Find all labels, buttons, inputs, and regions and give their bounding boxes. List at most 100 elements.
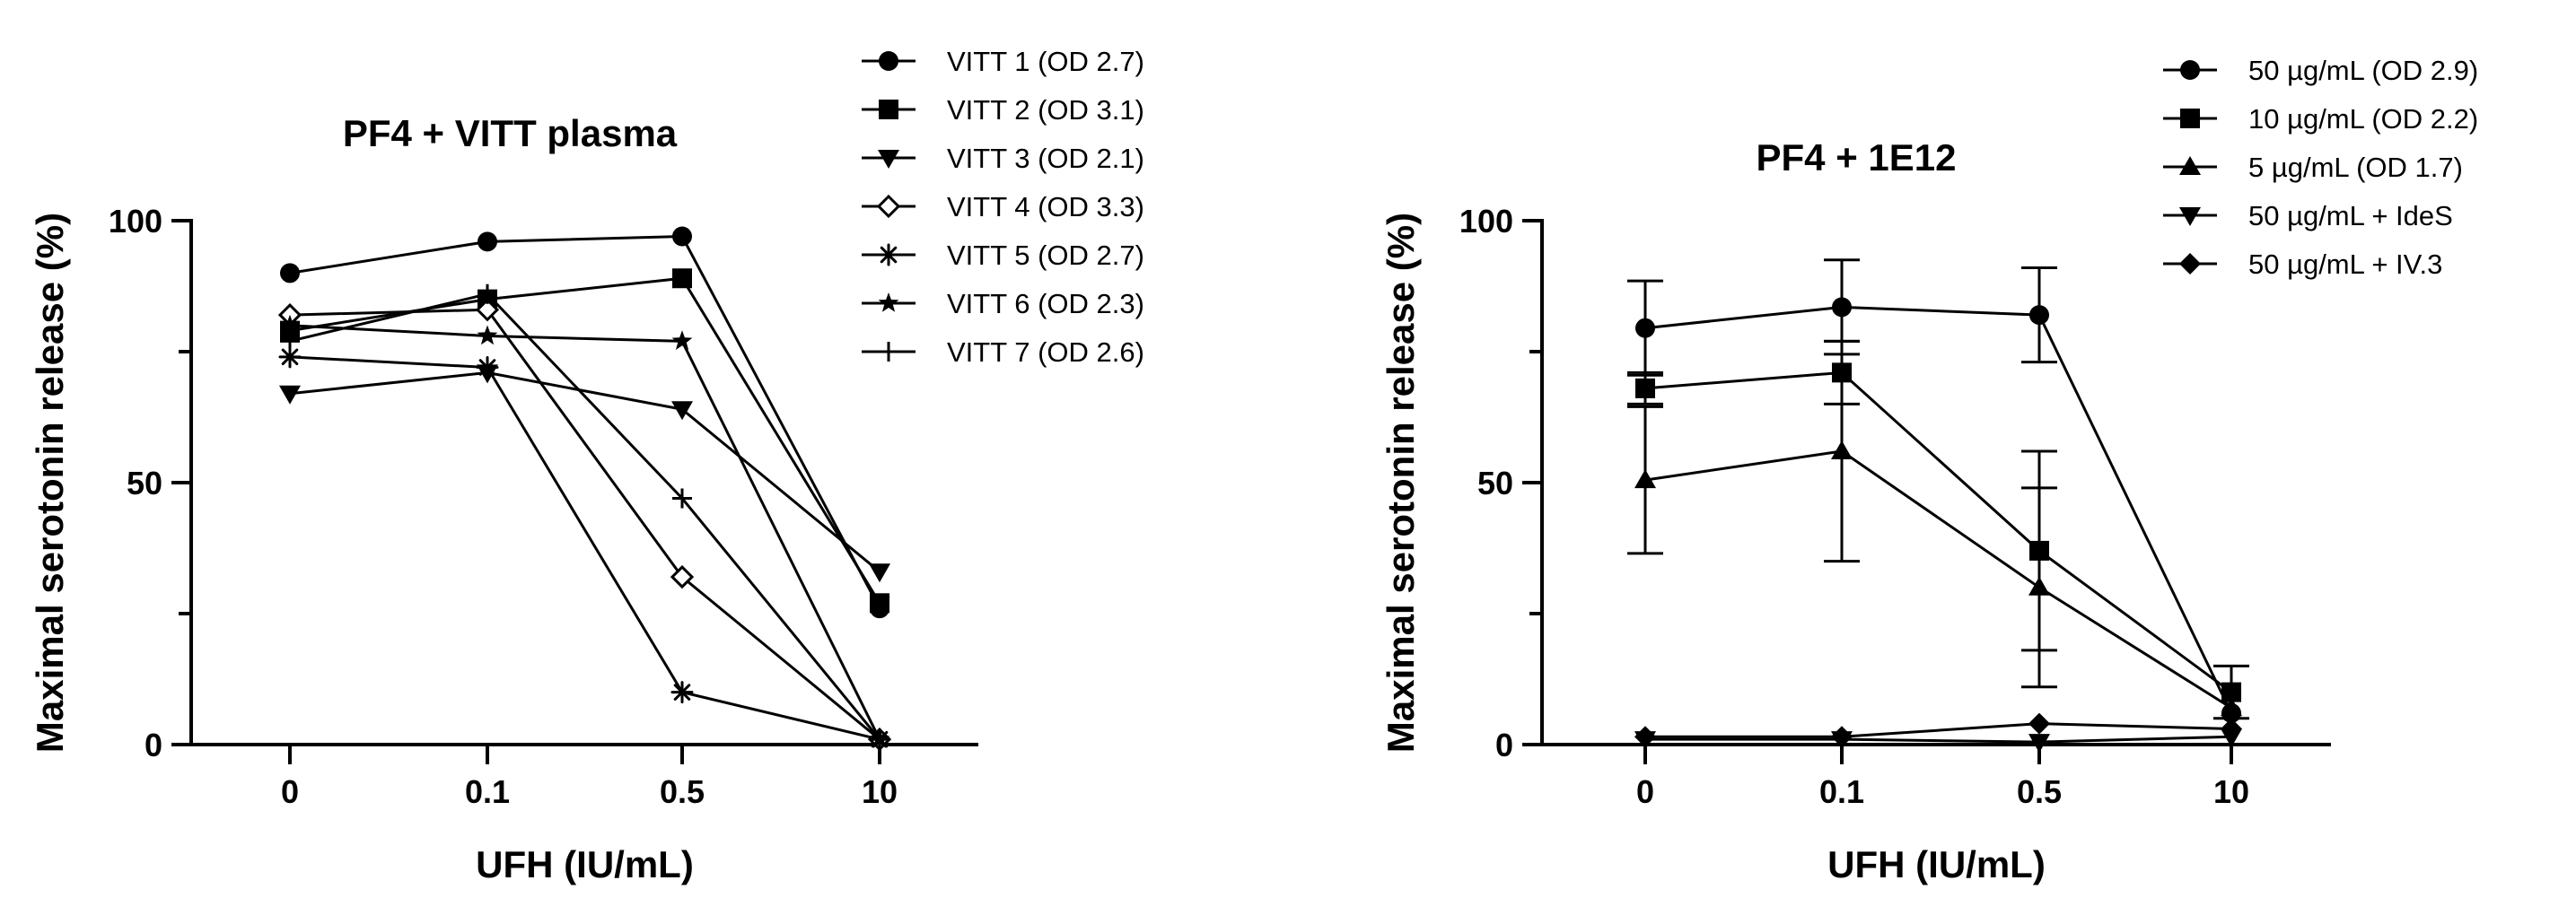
series-line <box>1644 305 2233 714</box>
legend-marker <box>2179 253 2201 275</box>
series-1 <box>1627 258 2241 723</box>
y-tick-label: 50 <box>127 465 162 501</box>
legend-label: VITT 4 (OD 3.3) <box>947 191 1144 222</box>
data-point <box>870 729 889 750</box>
data-point <box>478 231 497 252</box>
series-1 <box>280 226 889 619</box>
data-point <box>2221 682 2241 702</box>
legend-label: VITT 6 (OD 2.3) <box>947 288 1144 319</box>
y-tick-label: 0 <box>145 727 162 763</box>
data-point <box>279 385 301 405</box>
series-2 <box>280 268 889 614</box>
data-point <box>478 283 497 304</box>
data-point <box>2028 576 2050 596</box>
legend-label: VITT 5 (OD 2.7) <box>947 240 1144 271</box>
x-tick-label: 10 <box>2213 773 2249 810</box>
series-4 <box>277 298 892 752</box>
x-axis-label: UFH (IU/mL) <box>1827 843 2046 885</box>
legend-marker <box>879 342 898 362</box>
data-point <box>2028 712 2050 735</box>
series-line <box>289 292 881 741</box>
data-point <box>672 268 692 289</box>
legend-marker <box>2180 60 2200 80</box>
x-tick-label: 10 <box>862 773 898 810</box>
data-point <box>672 226 692 247</box>
legend-label: VITT 2 (OD 3.1) <box>947 94 1144 126</box>
series-3 <box>1627 339 2242 717</box>
data-point <box>2028 734 2050 754</box>
data-point <box>670 681 694 704</box>
data-point <box>476 356 499 379</box>
legend-label: VITT 3 (OD 2.1) <box>947 143 1144 174</box>
series-line <box>289 324 881 740</box>
x-tick-label: 0.5 <box>660 773 705 810</box>
data-point <box>671 401 693 421</box>
chart-pf4-1e12: PF4 + 1E12 0 50 100 0 0.1 0.5 10 UFH (IU/mL) Maxi… <box>1380 55 2478 885</box>
data-point <box>280 331 300 352</box>
legend-item: VITT 1 (OD 2.7) <box>862 46 1144 77</box>
series-5 <box>278 345 891 751</box>
series-line <box>1644 449 2232 710</box>
data-point <box>477 325 498 345</box>
legend-label: 10 µg/mL (OD 2.2) <box>2248 103 2478 135</box>
legend-label: 50 µg/mL + IV.3 <box>2248 248 2442 280</box>
series-line <box>289 276 881 605</box>
data-point <box>2029 305 2049 326</box>
legend-marker <box>878 292 899 312</box>
legend-item: 50 µg/mL (OD 2.9) <box>2163 55 2478 86</box>
x-tick-label: 0.1 <box>465 773 510 810</box>
series-line <box>1645 722 2232 738</box>
data-point <box>280 263 300 283</box>
data-point <box>2221 718 2242 740</box>
y-axis-label: Maximal serotonin release (%) <box>29 213 71 753</box>
legend-marker <box>2179 207 2201 226</box>
legend-item: VITT 7 (OD 2.6) <box>862 336 1144 368</box>
legend-item: 10 µg/mL (OD 2.2) <box>2163 103 2478 135</box>
data-point <box>1832 297 1852 318</box>
series-line <box>1644 370 2232 693</box>
series-line <box>289 308 881 741</box>
legend-item: 50 µg/mL + IdeS <box>2163 200 2453 231</box>
legend-marker <box>877 243 900 266</box>
data-point <box>1635 318 1655 338</box>
x-tick-label: 0 <box>1636 773 1654 810</box>
series-line <box>289 234 881 609</box>
chart-title: PF4 + VITT plasma <box>343 112 678 154</box>
y-tick-label: 50 <box>1477 465 1513 501</box>
series-7 <box>280 283 889 750</box>
series-line <box>289 355 881 741</box>
legend-marker <box>2180 109 2200 128</box>
legend-label: 5 µg/mL (OD 1.7) <box>2248 152 2463 183</box>
legend-marker <box>876 194 901 219</box>
legend-item: VITT 6 (OD 2.3) <box>862 288 1144 319</box>
series-5 <box>1634 712 2242 748</box>
y-axis-label: Maximal serotonin release (%) <box>1380 213 1422 753</box>
series-3 <box>279 364 890 583</box>
legend: VITT 1 (OD 2.7) VITT 2 (OD 3.1) VITT 3 (OD… <box>862 46 1144 368</box>
data-point <box>672 488 692 509</box>
legend-item: VITT 4 (OD 3.3) <box>862 191 1144 222</box>
legend-label: 50 µg/mL (OD 2.9) <box>2248 55 2478 86</box>
y-tick-label: 0 <box>1495 727 1513 763</box>
data-point <box>869 563 890 583</box>
legend-item: VITT 5 (OD 2.7) <box>862 240 1144 271</box>
x-tick-label: 0 <box>281 773 299 810</box>
data-point <box>1635 378 1655 398</box>
legend-item: 5 µg/mL (OD 1.7) <box>2163 152 2463 183</box>
legend: 50 µg/mL (OD 2.9) 10 µg/mL (OD 2.2) 5 µg/m… <box>2163 55 2478 280</box>
legend-item: VITT 2 (OD 3.1) <box>862 94 1144 126</box>
data-point <box>1634 469 1656 489</box>
legend-label: VITT 1 (OD 2.7) <box>947 46 1144 77</box>
series-line <box>289 370 881 573</box>
data-point <box>670 564 695 589</box>
data-point <box>870 593 889 614</box>
x-tick-label: 0.5 <box>2017 773 2062 810</box>
legend-item: 50 µg/mL + IV.3 <box>2163 248 2442 280</box>
legend-marker <box>2179 156 2201 175</box>
x-tick-label: 0.1 <box>1819 773 1864 810</box>
legend-marker <box>879 100 898 119</box>
y-tick-label: 100 <box>109 203 162 240</box>
data-point <box>279 314 301 335</box>
legend-label: VITT 7 (OD 2.6) <box>947 336 1144 368</box>
data-point <box>1831 726 1853 748</box>
